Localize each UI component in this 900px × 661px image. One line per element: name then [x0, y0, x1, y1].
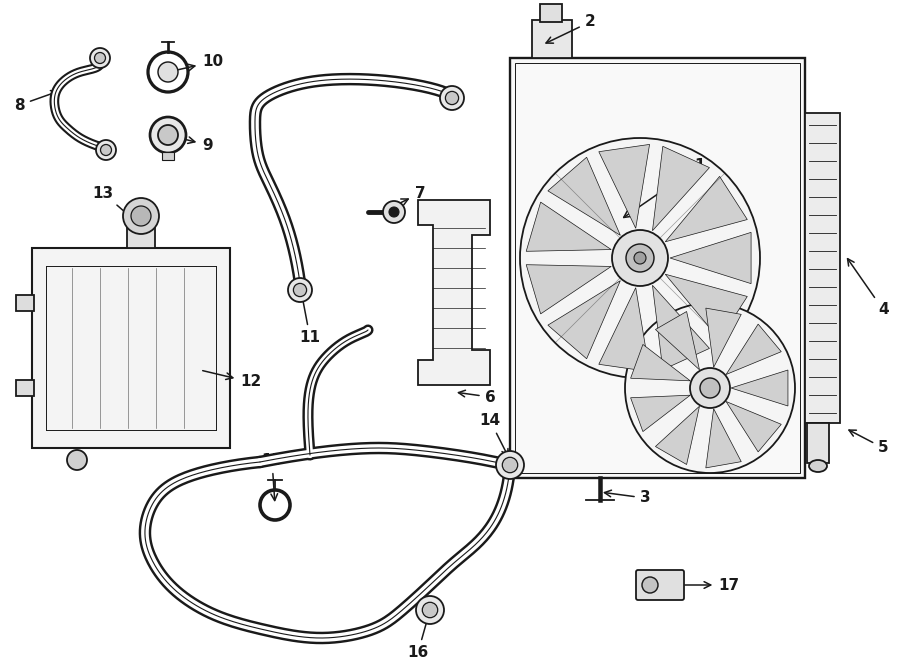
Bar: [515, 63, 800, 473]
Circle shape: [625, 303, 795, 473]
Circle shape: [383, 201, 405, 223]
Circle shape: [94, 52, 105, 63]
Text: 1: 1: [624, 157, 706, 217]
Circle shape: [642, 577, 658, 593]
Circle shape: [690, 368, 730, 408]
Text: 10: 10: [171, 54, 223, 71]
Bar: [540, 4, 562, 22]
Polygon shape: [731, 370, 788, 406]
Text: 7: 7: [384, 186, 426, 211]
Polygon shape: [726, 401, 781, 452]
Polygon shape: [652, 146, 709, 231]
Polygon shape: [418, 200, 490, 385]
Polygon shape: [652, 286, 709, 369]
Circle shape: [422, 602, 437, 617]
Circle shape: [626, 244, 654, 272]
Text: 12: 12: [202, 371, 261, 389]
Text: 15: 15: [261, 453, 283, 500]
Polygon shape: [526, 264, 611, 314]
FancyBboxPatch shape: [636, 570, 684, 600]
Bar: [127, 220, 155, 248]
Polygon shape: [631, 344, 690, 381]
Polygon shape: [665, 274, 747, 340]
Circle shape: [293, 284, 307, 297]
Polygon shape: [548, 157, 620, 235]
Bar: [162, 152, 174, 160]
Polygon shape: [670, 233, 752, 284]
Text: 8: 8: [14, 91, 58, 112]
Circle shape: [158, 125, 178, 145]
Circle shape: [520, 138, 760, 378]
Circle shape: [123, 198, 159, 234]
Circle shape: [612, 230, 668, 286]
Bar: [32, 248, 230, 448]
Circle shape: [288, 278, 312, 302]
Circle shape: [150, 117, 186, 153]
Circle shape: [389, 207, 399, 217]
Polygon shape: [631, 395, 690, 432]
Circle shape: [502, 457, 518, 473]
Ellipse shape: [809, 460, 827, 472]
Text: 5: 5: [849, 430, 888, 455]
Polygon shape: [598, 288, 650, 371]
Text: 16: 16: [408, 614, 430, 660]
Text: 9: 9: [171, 136, 212, 153]
Bar: [807, 423, 829, 463]
Text: 4: 4: [848, 258, 888, 317]
Polygon shape: [706, 308, 742, 368]
Bar: [805, 113, 840, 423]
Polygon shape: [548, 281, 620, 359]
Circle shape: [96, 140, 116, 160]
Text: 14: 14: [480, 413, 508, 456]
Text: 2: 2: [546, 15, 596, 43]
Circle shape: [634, 252, 646, 264]
Circle shape: [131, 206, 151, 226]
Circle shape: [67, 450, 87, 470]
Polygon shape: [655, 407, 699, 465]
Circle shape: [416, 596, 444, 624]
Polygon shape: [526, 202, 611, 251]
Text: 17: 17: [685, 578, 739, 592]
Polygon shape: [665, 176, 747, 242]
Text: 13: 13: [93, 186, 138, 223]
Text: 11: 11: [299, 290, 320, 345]
Bar: [532, 20, 572, 58]
Text: 6: 6: [458, 389, 495, 405]
Circle shape: [101, 145, 112, 155]
Circle shape: [496, 451, 524, 479]
Circle shape: [158, 62, 178, 82]
Circle shape: [440, 86, 464, 110]
Circle shape: [446, 91, 459, 104]
Bar: [510, 58, 805, 478]
Polygon shape: [598, 144, 650, 228]
Polygon shape: [706, 408, 742, 468]
Polygon shape: [655, 311, 699, 369]
Polygon shape: [726, 324, 781, 375]
Circle shape: [700, 378, 720, 398]
Circle shape: [90, 48, 110, 68]
Bar: [16, 380, 34, 396]
Bar: [16, 295, 34, 311]
Text: 3: 3: [605, 490, 651, 506]
